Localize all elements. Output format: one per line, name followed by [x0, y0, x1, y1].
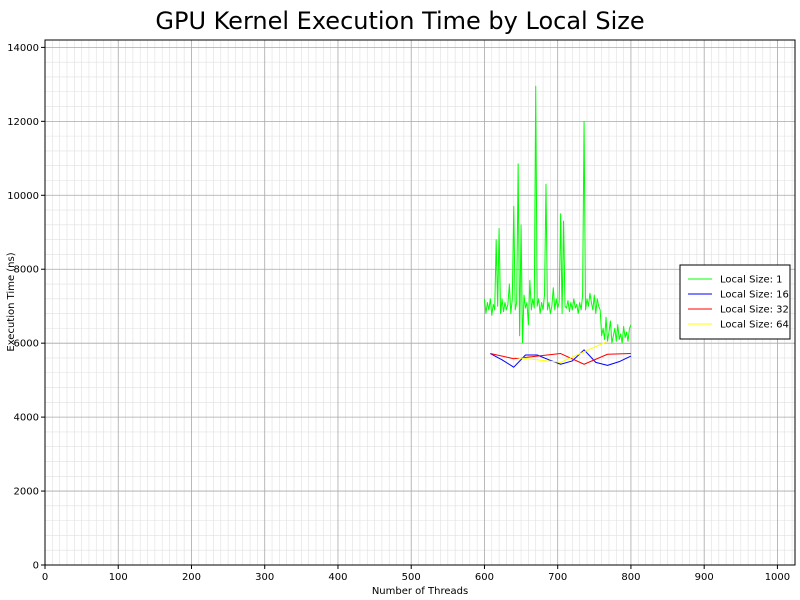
y-tick-label: 6000: [14, 339, 39, 350]
x-tick-label: 200: [182, 572, 201, 583]
y-axis-label: Execution Time (ns): [6, 252, 17, 351]
x-tick-label: 800: [621, 572, 640, 583]
x-axis-ticks: 0 100 200 300 400 500 600 700 800 900 1000: [42, 565, 790, 583]
x-tick-label: 900: [695, 572, 714, 583]
y-tick-label: 0: [33, 561, 39, 572]
legend-box: [679, 264, 791, 340]
y-tick-label: 12000: [7, 117, 39, 128]
series-line-3: [490, 353, 631, 365]
y-tick-label: 8000: [14, 265, 39, 276]
legend-label: Local Size: 1: [720, 275, 783, 286]
x-tick-label: 500: [402, 572, 421, 583]
series-lines: [483, 85, 632, 368]
chart-title: GPU Kernel Execution Time by Local Size: [155, 7, 644, 35]
x-tick-label: 600: [475, 572, 494, 583]
x-tick-label: 0: [42, 572, 48, 583]
x-tick-label: 700: [548, 572, 567, 583]
x-axis-label: Number of Threads: [372, 586, 468, 597]
legend-label: Local Size: 64: [720, 320, 789, 331]
plot-frame: [44, 39, 796, 566]
series-line-2: [490, 349, 632, 368]
y-axis-ticks: 0 2000 4000 6000 8000 10000 12000 14000: [7, 43, 45, 572]
series-line-4: [513, 340, 608, 363]
series-line-1: [483, 85, 632, 344]
legend-label: Local Size: 32: [720, 305, 789, 316]
legend-label: Local Size: 16: [720, 290, 789, 301]
y-tick-label: 10000: [7, 191, 39, 202]
x-tick-label: 300: [255, 572, 274, 583]
legend: Local Size: 1 Local Size: 16 Local Size: 3…: [679, 264, 791, 340]
x-tick-label: 400: [328, 572, 347, 583]
y-tick-label: 4000: [14, 413, 39, 424]
x-tick-label: 100: [109, 572, 128, 583]
x-tick-label: 1000: [765, 572, 790, 583]
y-tick-label: 2000: [14, 487, 39, 498]
y-tick-label: 14000: [7, 43, 39, 54]
